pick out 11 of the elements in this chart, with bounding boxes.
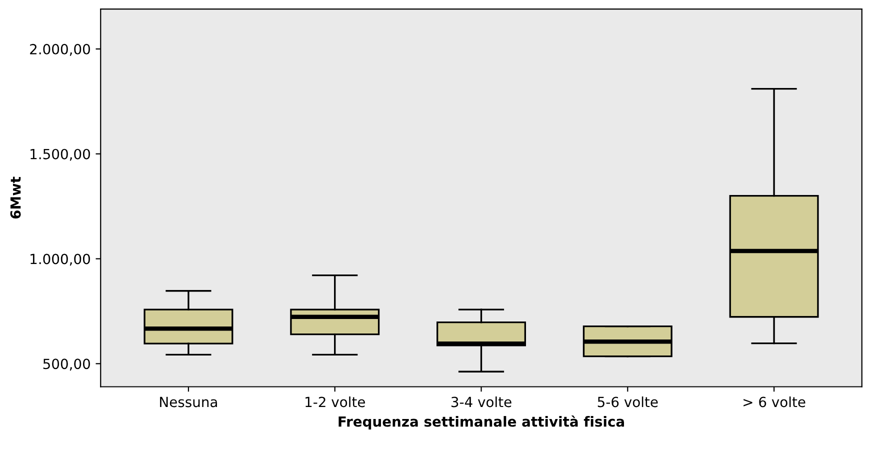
y-tick-label: 500,00	[43, 358, 90, 371]
x-tick-label: 5-6 volte	[598, 396, 658, 408]
x-axis-title: Frequenza settimanale attività fisica	[338, 415, 624, 430]
x-tick-label: > 6 volte	[744, 396, 806, 408]
y-axis-title: 6Mwt	[10, 176, 21, 219]
y-tick-label: 1.000,00	[30, 254, 90, 266]
y-tick-label: 2.000,00	[30, 44, 90, 56]
x-tick-label: 1-2 volte	[306, 396, 365, 408]
x-tick-label: 3-4 volte	[451, 396, 512, 408]
x-tick-label: Nessuna	[160, 396, 217, 408]
y-tick-label: 1.500,00	[30, 148, 90, 161]
